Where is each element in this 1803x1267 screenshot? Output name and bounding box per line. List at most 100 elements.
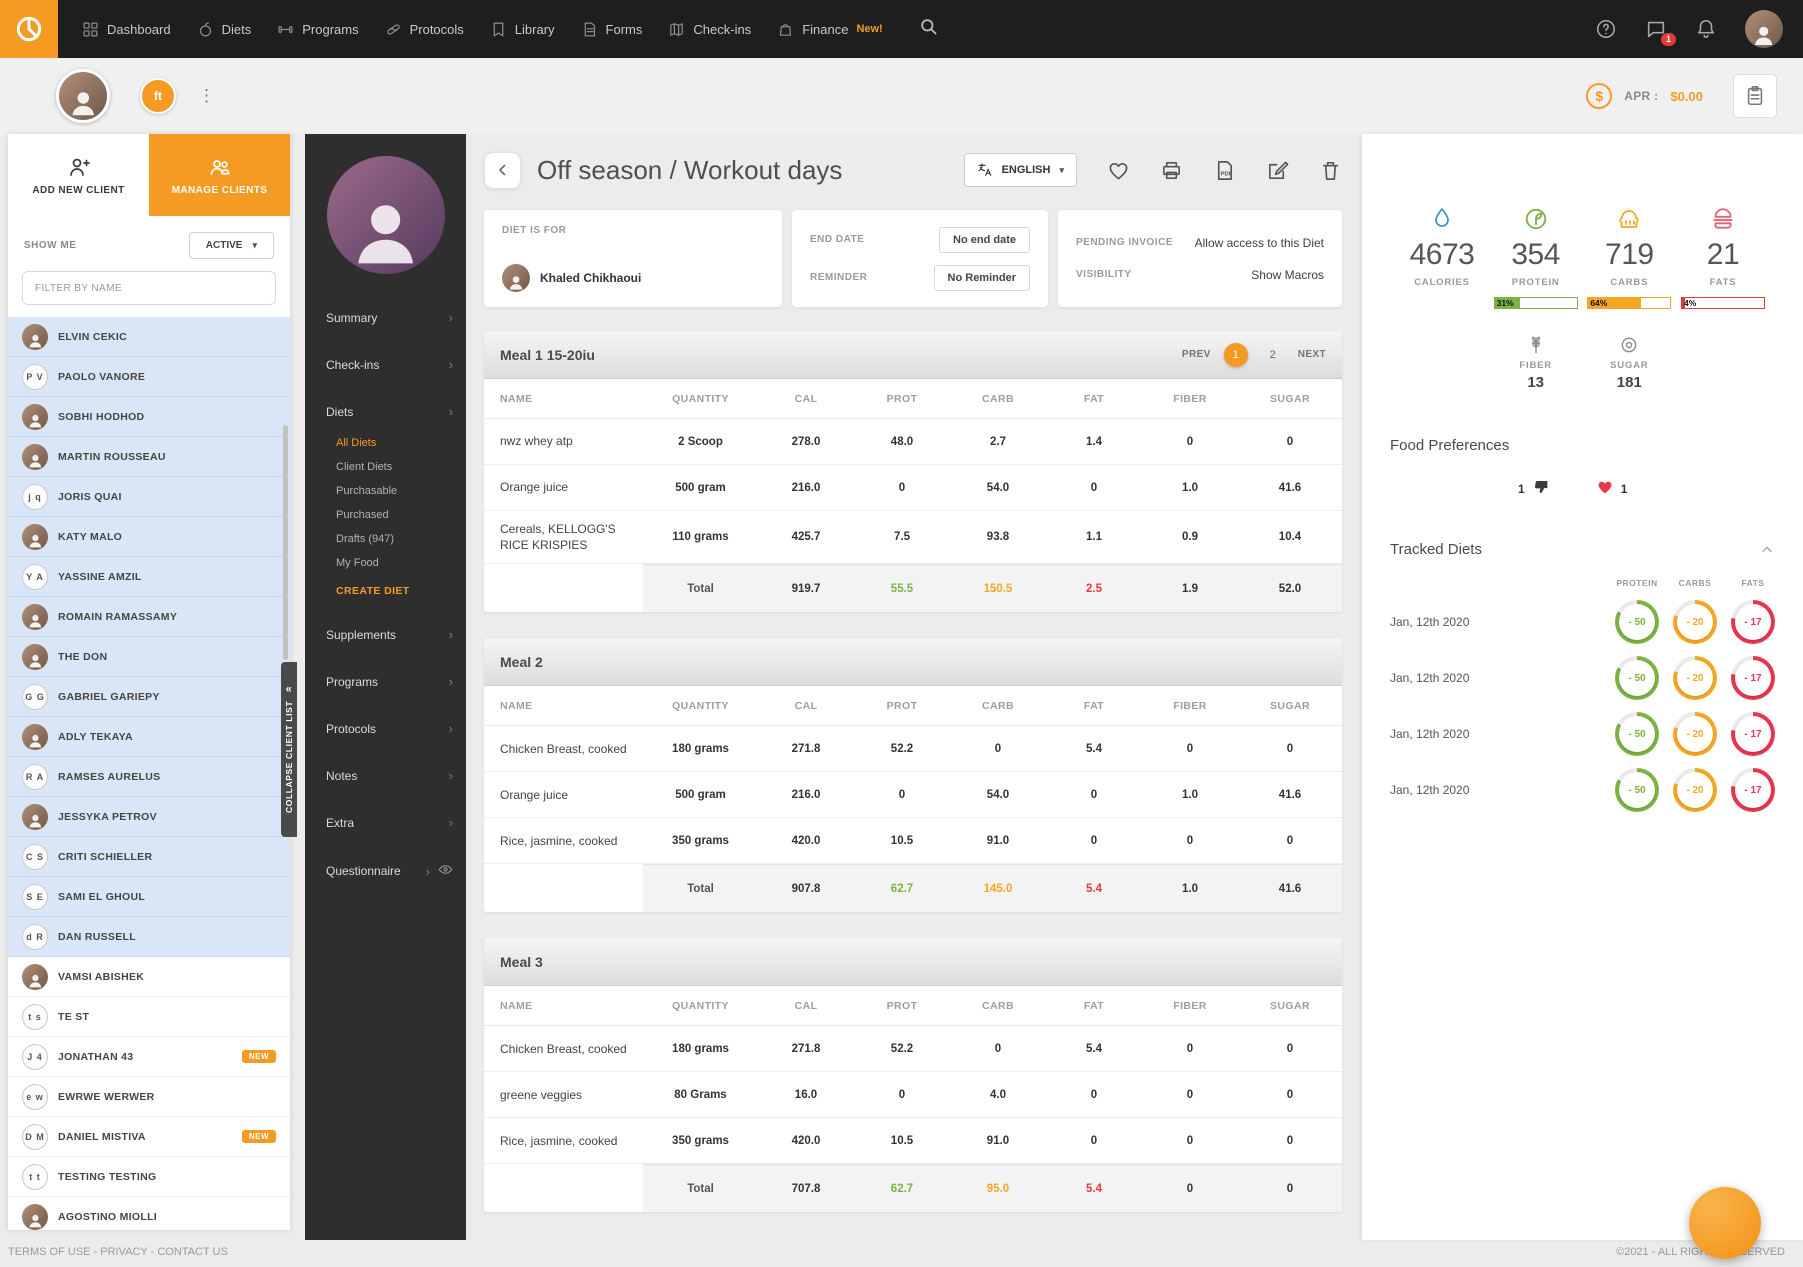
delete-button[interactable]: [1319, 159, 1342, 182]
client-row[interactable]: KATY MALO: [8, 517, 290, 557]
chat-fab-button[interactable]: [1689, 1187, 1761, 1259]
edit-button[interactable]: [1266, 159, 1289, 182]
sidebar-item-notes[interactable]: Notes ›: [326, 768, 453, 783]
diets-submenu-item[interactable]: Purchasable: [336, 485, 398, 497]
diets-submenu-item[interactable]: Purchased: [336, 509, 389, 521]
client-row[interactable]: e w EWRWE WERWER: [8, 1077, 290, 1117]
client-avatar-large[interactable]: [56, 69, 110, 123]
sidebar-item-programs[interactable]: Programs ›: [326, 674, 453, 689]
more-options-button[interactable]: ⋮: [198, 86, 215, 105]
client-row[interactable]: SOBHI HODHOD: [8, 397, 290, 437]
app-logo[interactable]: [0, 0, 58, 58]
food-row[interactable]: Rice, jasmine, cooked 350 grams 420.0 10…: [484, 1118, 1342, 1165]
search-button[interactable]: [919, 17, 939, 42]
sidebar-item-supplements[interactable]: Supplements ›: [326, 627, 453, 642]
client-row[interactable]: Y A YASSINE AMZIL: [8, 557, 290, 597]
sidebar-item-questionnaire[interactable]: Questionnaire ›: [305, 846, 466, 896]
page-1-button[interactable]: 1: [1223, 342, 1248, 367]
collapse-section-button[interactable]: [1759, 542, 1775, 558]
tracked-diet-row[interactable]: Jan, 12th 2020 - 50 - 20 - 17: [1390, 656, 1775, 700]
export-pdf-button[interactable]: PDF: [1213, 159, 1236, 182]
collapse-client-list-button[interactable]: COLLAPSE CLIENT LIST «: [281, 662, 297, 837]
sidebar-item-diets[interactable]: Diets ›: [326, 404, 453, 419]
client-row[interactable]: THE DON: [8, 637, 290, 677]
nav-checkins[interactable]: Check-ins: [668, 21, 751, 38]
nav-forms[interactable]: Forms: [581, 21, 642, 38]
tracked-diet-row[interactable]: Jan, 12th 2020 - 50 - 20 - 17: [1390, 600, 1775, 644]
back-button[interactable]: [484, 151, 521, 189]
diet-client[interactable]: Khaled Chikhaoui: [502, 264, 764, 292]
show-me-row: SHOW ME ACTIVE ▾: [8, 216, 290, 269]
food-row[interactable]: Orange juice 500 gram 216.0 0 54.0 0 1.0…: [484, 772, 1342, 819]
client-row[interactable]: S E SAMI EL GHOUL: [8, 877, 290, 917]
client-list-scrollbar[interactable]: [283, 425, 288, 660]
sidebar-item-extra[interactable]: Extra ›: [326, 815, 453, 830]
client-row[interactable]: d R DAN RUSSELL: [8, 917, 290, 957]
status-filter-dropdown[interactable]: ACTIVE ▾: [188, 232, 274, 259]
show-macros-link[interactable]: Show Macros: [1251, 267, 1324, 282]
sidebar-item-checkins[interactable]: Check-ins ›: [326, 357, 453, 372]
add-new-client-button[interactable]: ADD NEW CLIENT: [8, 134, 149, 216]
client-row[interactable]: JESSYKA PETROV: [8, 797, 290, 837]
client-row[interactable]: t t TESTING TESTING: [8, 1157, 290, 1197]
client-row[interactable]: VAMSI ABISHEK: [8, 957, 290, 997]
client-row[interactable]: AGOSTINO MIOLLI: [8, 1197, 290, 1230]
page-2-button[interactable]: 2: [1269, 348, 1276, 361]
client-row[interactable]: J 4 JONATHAN 43 NEW: [8, 1037, 290, 1077]
client-row[interactable]: ADLY TEKAYA: [8, 717, 290, 757]
eye-icon[interactable]: [438, 862, 453, 880]
client-row[interactable]: ELVIN CEKIC: [8, 317, 290, 357]
help-button[interactable]: [1595, 18, 1617, 40]
user-avatar[interactable]: [1745, 10, 1783, 48]
sidebar-item-summary[interactable]: Summary ›: [326, 310, 453, 325]
food-row[interactable]: nwz whey atp 2 Scoop 278.0 48.0 2.7 1.4 …: [484, 419, 1342, 465]
tracked-diet-row[interactable]: Jan, 12th 2020 - 50 - 20 - 17: [1390, 712, 1775, 756]
nav-diets[interactable]: Diets: [197, 21, 251, 38]
diets-submenu-item[interactable]: Client Diets: [336, 461, 393, 473]
manage-clients-button[interactable]: MANAGE CLIENTS: [149, 134, 290, 216]
diets-submenu-item[interactable]: My Food: [336, 557, 379, 569]
nav-finance[interactable]: Finance New!: [777, 21, 883, 38]
nav-protocols[interactable]: Protocols: [385, 21, 464, 38]
client-row[interactable]: MARTIN ROUSSEAU: [8, 437, 290, 477]
print-button[interactable]: [1160, 159, 1183, 182]
food-row[interactable]: Cereals, KELLOGG'S RICE KRISPIES 110 gra…: [484, 511, 1342, 565]
dislikes-stat[interactable]: 1: [1518, 478, 1550, 499]
food-row[interactable]: Rice, jasmine, cooked 350 grams 420.0 10…: [484, 818, 1342, 865]
nav-dashboard[interactable]: Dashboard: [82, 21, 171, 38]
create-diet-button[interactable]: CREATE DIET: [336, 585, 410, 597]
coach-client-photo[interactable]: [326, 156, 445, 274]
filter-by-name-input[interactable]: [22, 271, 276, 305]
footer-links[interactable]: TERMS OF USE - PRIVACY - CONTACT US: [8, 1245, 228, 1258]
end-date-button[interactable]: No end date: [939, 226, 1030, 253]
nav-library[interactable]: Library: [490, 21, 555, 38]
allow-access-link[interactable]: Allow access to this Diet: [1194, 235, 1324, 250]
client-row[interactable]: ROMAIN RAMASSAMY: [8, 597, 290, 637]
notifications-button[interactable]: [1695, 18, 1717, 40]
client-row[interactable]: R A RAMSES AURELUS: [8, 757, 290, 797]
reminder-button[interactable]: No Reminder: [933, 264, 1030, 291]
food-row[interactable]: greene veggies 80 Grams 16.0 0 4.0 0 0 0: [484, 1072, 1342, 1119]
client-initials-chip[interactable]: ft: [140, 78, 176, 114]
client-row[interactable]: P V PAOLO VANORE: [8, 357, 290, 397]
food-row[interactable]: Orange juice 500 gram 216.0 0 54.0 0 1.0…: [484, 465, 1342, 511]
nav-programs[interactable]: Programs: [277, 21, 359, 38]
sidebar-item-protocols[interactable]: Protocols ›: [326, 721, 453, 736]
diets-submenu-item[interactable]: Drafts (947): [336, 533, 395, 545]
client-row[interactable]: D M DANIEL MISTIVA NEW: [8, 1117, 290, 1157]
next-page-button[interactable]: NEXT: [1297, 349, 1326, 360]
client-row[interactable]: G G GABRIEL GARIEPY: [8, 677, 290, 717]
diets-submenu-item[interactable]: All Diets: [336, 437, 377, 449]
client-row[interactable]: t s TE ST: [8, 997, 290, 1037]
invoice-button[interactable]: [1733, 74, 1777, 118]
chat-button[interactable]: 1: [1645, 18, 1676, 46]
client-row[interactable]: C S CRITI SCHIELLER: [8, 837, 290, 877]
prev-page-button[interactable]: PREV: [1181, 349, 1211, 360]
favorite-button[interactable]: [1107, 159, 1130, 182]
language-dropdown[interactable]: ENGLISH ▾: [963, 153, 1077, 187]
food-row[interactable]: Chicken Breast, cooked 180 grams 271.8 5…: [484, 1026, 1342, 1073]
client-row[interactable]: j q JORIS QUAI: [8, 477, 290, 517]
tracked-diet-row[interactable]: Jan, 12th 2020 - 50 - 20 - 17: [1390, 768, 1775, 812]
likes-stat[interactable]: 1: [1596, 478, 1627, 499]
food-row[interactable]: Chicken Breast, cooked 180 grams 271.8 5…: [484, 726, 1342, 773]
